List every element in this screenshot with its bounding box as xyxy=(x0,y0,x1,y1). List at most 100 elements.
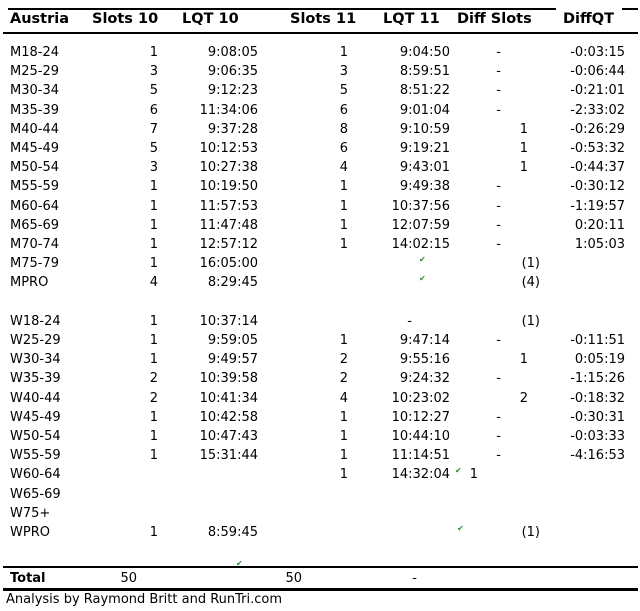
cell-slots-11: 3 xyxy=(339,64,348,80)
cell-lqt-11: 9:49:38 xyxy=(399,179,450,195)
cell-slots-10: 1 xyxy=(149,352,158,368)
age-group-label: M30-34 xyxy=(10,83,59,99)
cell-lqt-11: 11:14:51 xyxy=(391,448,450,464)
table-row-w50-54: W50-54 1 10:47:43 1 10:44:10 - -0:03:33 xyxy=(0,427,640,447)
column-header-lqt-10: LQT 10 xyxy=(182,11,239,27)
cell-lqt-10: 10:47:43 xyxy=(199,429,258,444)
cell-diff-slots: 2 xyxy=(519,390,528,406)
table-row-w75plus: W75+ xyxy=(0,504,640,524)
cell-diffqt: -0:26:29 xyxy=(570,121,625,137)
table-row-blank xyxy=(0,542,640,562)
cell-diffqt: -1:19:57 xyxy=(570,198,625,214)
cell-slots-10: 1 xyxy=(149,45,158,60)
total-label: Total xyxy=(10,571,46,586)
cell-slots-10: 1 xyxy=(149,313,158,329)
table-row-w25-29: W25-29 1 9:59:05 1 9:47:14 - -0:11:51 xyxy=(0,331,640,351)
age-group-label: M25-29 xyxy=(10,64,59,80)
cell-diffqt: -1:15:26 xyxy=(570,371,625,387)
age-group-label: M60-64 xyxy=(10,198,59,214)
cell-lqt-11: 8:59:51 xyxy=(399,64,450,80)
age-group-label: M75-79 xyxy=(10,256,59,272)
cell-slots-11: 1 xyxy=(339,467,348,483)
cell-slots-10: 1 xyxy=(149,198,158,214)
cell-lqt-11: 9:43:01 xyxy=(399,160,450,176)
cell-slots-10: 6 xyxy=(149,102,158,118)
green-tick-icon: ✔ xyxy=(419,255,426,265)
cell-lqt-10: 8:59:45 xyxy=(207,525,258,540)
cell-diff-slots: - xyxy=(496,371,501,387)
cell-diff-slots: (1) xyxy=(521,525,540,540)
cell-slots-10: 1 xyxy=(149,237,158,252)
cell-lqt-11: 9:47:14 xyxy=(399,333,450,348)
table-row-w55-59: W55-59 1 15:31:44 1 11:14:51 - -4:16:53 xyxy=(0,446,640,466)
cell-lqt-10: 9:06:35 xyxy=(207,64,258,80)
age-group-label: W30-34 xyxy=(10,352,61,368)
cell-diffqt: -0:18:32 xyxy=(570,390,625,406)
cell-diffqt: -4:16:53 xyxy=(570,448,625,464)
cell-slots-10: 3 xyxy=(149,160,158,176)
top-border xyxy=(8,8,556,10)
cell-diff-slots: - xyxy=(496,333,501,348)
table-row-w18-24: W18-24 1 10:37:14 - (1) xyxy=(0,312,640,332)
cell-lqt-10: 10:42:58 xyxy=(199,409,258,425)
column-header-slots-11: Slots 11 xyxy=(290,11,357,27)
cell-slots-10: 1 xyxy=(149,429,158,444)
cell-lqt-10: 11:57:53 xyxy=(199,198,258,214)
age-group-label: M18-24 xyxy=(10,45,59,60)
cell-diff-slots: - xyxy=(496,448,501,464)
cell-slots-10: 1 xyxy=(149,448,158,464)
table-row-m30-34: M30-34 5 9:12:23 5 8:51:22 - -0:21:01 xyxy=(0,81,640,101)
cell-diff-slots: - xyxy=(496,198,501,214)
cell-lqt-11: 10:44:10 xyxy=(391,429,450,444)
column-header-slots-10: Slots 10 xyxy=(92,11,159,27)
total-bottom-border xyxy=(3,588,638,591)
cell-lqt-10: 9:37:28 xyxy=(207,121,258,137)
cell-diffqt: -0:21:01 xyxy=(570,83,625,99)
cell-lqt-10: 10:37:14 xyxy=(199,313,258,329)
cell-diff-slots: 1 xyxy=(519,121,528,137)
cell-diff-slots: 1 xyxy=(519,141,528,156)
cell-slots-11: 1 xyxy=(339,217,348,233)
cell-diff-slots: 1 xyxy=(519,160,528,176)
cell-lqt-11: 9:01:04 xyxy=(399,102,450,118)
cell-slots-10: 5 xyxy=(149,141,158,156)
cell-slots-10: 1 xyxy=(149,525,158,540)
table-row-w65-69: W65-69 xyxy=(0,485,640,505)
table-row-mpro: MPRO 4 8:29:45 (4) ✔ xyxy=(0,273,640,293)
cell-slots-11: 2 xyxy=(339,371,348,387)
cell-diffqt: 0:05:19 xyxy=(574,352,625,368)
table-row-m40-44: M40-44 7 9:37:28 8 9:10:59 1 -0:26:29 xyxy=(0,120,640,140)
cell-diffqt: -0:03:15 xyxy=(570,45,625,60)
cell-diff-slots: - xyxy=(496,64,501,80)
age-group-label: M55-59 xyxy=(10,179,59,195)
age-group-label: W60-64 xyxy=(10,467,61,483)
cell-lqt-10: 10:39:58 xyxy=(199,371,258,387)
cell-diff-slots: 1 xyxy=(519,352,528,368)
table-row-w45-49: W45-49 1 10:42:58 1 10:12:27 - -0:30:31 xyxy=(0,408,640,428)
cell-slots-10: 1 xyxy=(149,409,158,425)
cell-lqt-10: 15:31:44 xyxy=(199,448,258,464)
cell-lqt-10: 9:59:05 xyxy=(207,333,258,348)
cell-diff-slots: (1) xyxy=(521,256,540,272)
green-tick-icon: ✔ xyxy=(455,466,462,476)
cell-slots-11: 1 xyxy=(339,179,348,195)
cell-diff-slots: - xyxy=(496,102,501,118)
age-group-label: W40-44 xyxy=(10,390,61,406)
cell-slots-11: 1 xyxy=(339,333,348,348)
cell-slots-10: 2 xyxy=(149,371,158,387)
cell-lqt-11: 8:51:22 xyxy=(399,83,450,99)
age-group-label: M65-69 xyxy=(10,217,59,233)
cell-diffqt: -0:44:37 xyxy=(570,160,625,176)
cell-lqt-10: 10:27:38 xyxy=(199,160,258,176)
table-row-wpro: WPRO 1 8:59:45 (1) ✔ xyxy=(0,523,640,543)
total-top-border xyxy=(3,566,638,568)
column-header-diff-slots: Diff Slots xyxy=(457,11,532,27)
cell-slots-11: 6 xyxy=(339,141,348,156)
cell-slots-11: 1 xyxy=(339,409,348,425)
cell-diff-slots: - xyxy=(496,217,501,233)
green-tick-icon: ✔ xyxy=(457,524,464,533)
cell-slots-10: 4 xyxy=(149,275,158,291)
age-group-label: WPRO xyxy=(10,525,50,540)
cell-lqt-11: 14:02:15 xyxy=(391,237,450,252)
